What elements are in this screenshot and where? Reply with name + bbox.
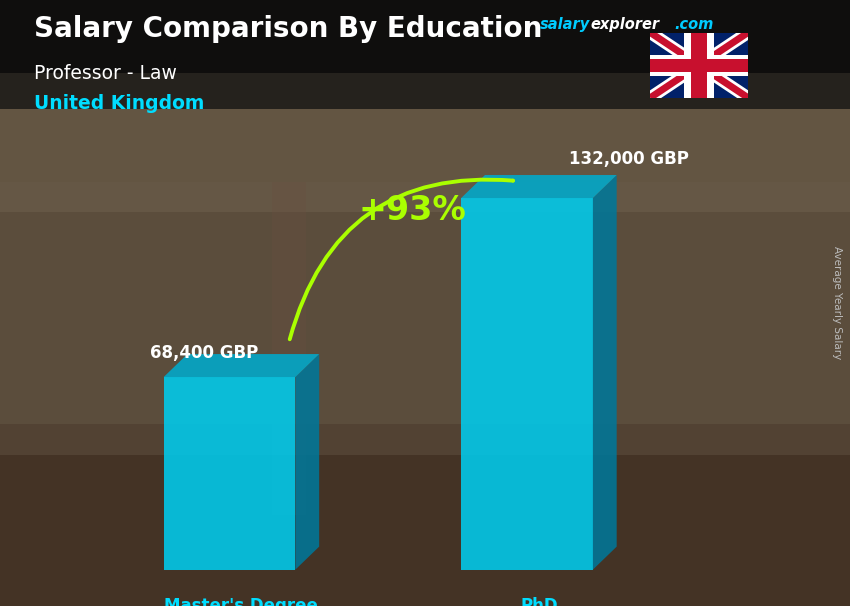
Bar <box>650 55 748 76</box>
Text: 132,000 GBP: 132,000 GBP <box>569 150 689 168</box>
Text: .com: .com <box>674 17 713 32</box>
Text: Professor - Law: Professor - Law <box>34 64 177 82</box>
Bar <box>0 182 850 454</box>
Bar <box>272 182 306 515</box>
Text: explorer: explorer <box>591 17 660 32</box>
Polygon shape <box>163 354 320 377</box>
Polygon shape <box>592 175 617 570</box>
Bar <box>691 33 707 98</box>
Text: Master's Degree: Master's Degree <box>164 597 319 606</box>
Text: Average Yearly Salary: Average Yearly Salary <box>832 247 842 359</box>
Bar <box>0 0 850 109</box>
Polygon shape <box>296 354 320 570</box>
Bar <box>0 424 850 606</box>
Text: PhD: PhD <box>520 597 558 606</box>
Text: salary: salary <box>540 17 590 32</box>
Polygon shape <box>461 175 617 198</box>
Bar <box>163 377 296 570</box>
Bar <box>0 0 850 212</box>
Bar <box>684 33 714 98</box>
Text: +93%: +93% <box>359 193 466 227</box>
Bar <box>650 59 748 72</box>
Text: Salary Comparison By Education: Salary Comparison By Education <box>34 15 542 43</box>
Bar <box>0 0 850 73</box>
Bar <box>461 198 592 570</box>
FancyArrowPatch shape <box>290 179 513 339</box>
Text: 68,400 GBP: 68,400 GBP <box>150 344 258 362</box>
Text: United Kingdom: United Kingdom <box>34 94 204 113</box>
